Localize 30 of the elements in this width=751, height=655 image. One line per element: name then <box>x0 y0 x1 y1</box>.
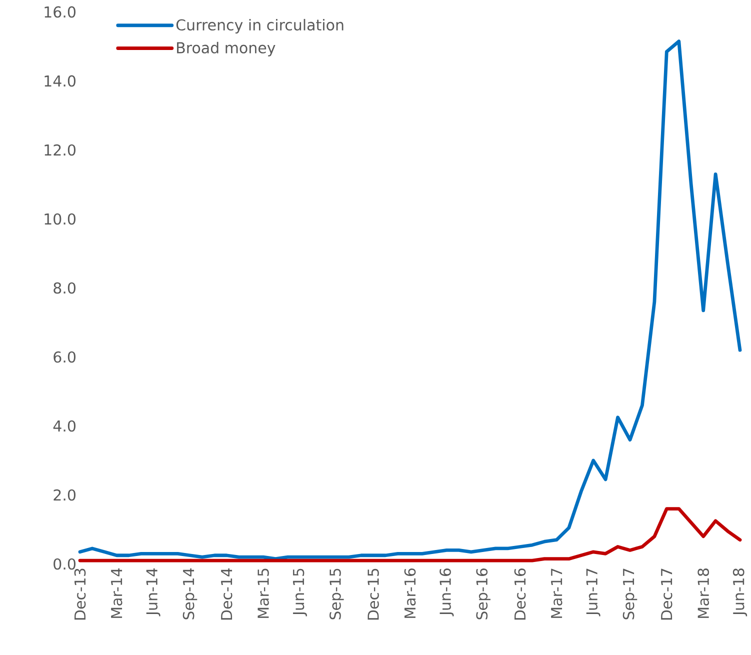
legend-label: Broad money <box>177 42 276 56</box>
x-tick-label: Jun-14 <box>146 568 160 616</box>
x-tick-label: Dec-14 <box>221 568 232 620</box>
y-tick-label: 6.0 <box>54 351 76 363</box>
x-tick-label: Mar-18 <box>698 568 710 618</box>
x-tick-label: Dec-16 <box>514 568 526 620</box>
x-tick-label: Sep-16 <box>476 568 490 620</box>
x-tick-label: Jun-15 <box>293 568 307 616</box>
y-tick-label: 8.0 <box>54 282 76 294</box>
x-tick-label: Dec-13 <box>74 568 86 620</box>
y-tick-label: 12.0 <box>44 144 76 156</box>
x-tick-label: Sep-14 <box>182 568 198 620</box>
y-tick-label: 0.0 <box>54 558 76 570</box>
x-tick-label: Jun-18 <box>732 568 748 616</box>
x-tick-label: Mar-15 <box>258 568 269 618</box>
x-tick-label: Dec-17 <box>661 568 672 620</box>
x-tick-label: Mar-17 <box>551 568 562 618</box>
legend-label: Currency in circulation <box>176 18 344 34</box>
x-tick-label: Mar-14 <box>111 568 122 618</box>
y-tick-label: 4.0 <box>53 420 76 432</box>
x-tick-label: Mar-16 <box>404 568 416 618</box>
y-tick-label: 16.0 <box>44 6 76 18</box>
x-tick-label: Sep-15 <box>330 568 344 620</box>
x-tick-label: Dec-15 <box>368 568 379 620</box>
x-tick-label: Jun-16 <box>440 568 454 616</box>
y-tick-label: 10.0 <box>44 213 76 225</box>
x-tick-label: Sep-17 <box>622 568 638 620</box>
y-tick-label: 2.0 <box>54 489 76 501</box>
y-tick-label: 14.0 <box>44 75 76 87</box>
x-tick-label: Jun-17 <box>586 568 600 616</box>
